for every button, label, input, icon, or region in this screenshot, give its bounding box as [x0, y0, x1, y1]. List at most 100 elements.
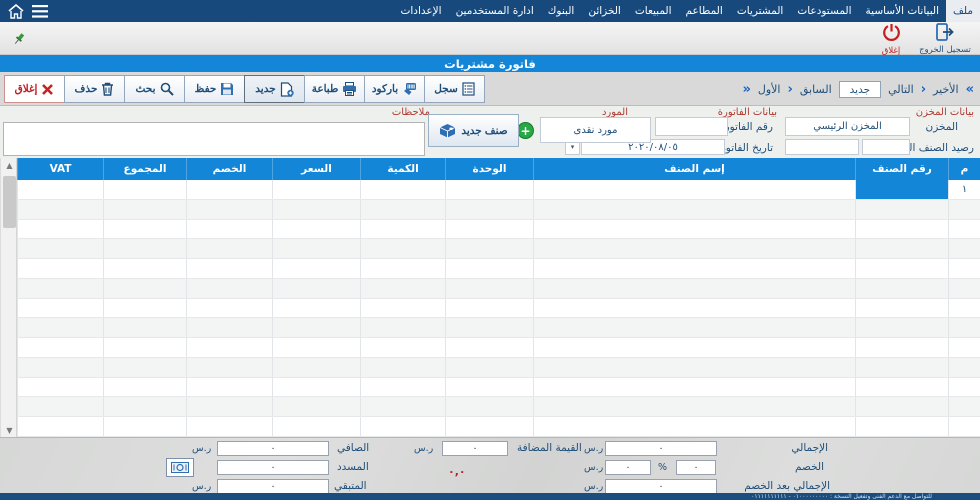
table-cell[interactable]: [103, 417, 186, 436]
logout-button[interactable]: تسجيل الخروج: [918, 23, 972, 55]
table-cell[interactable]: [272, 180, 360, 199]
hamburger-menu-icon[interactable]: [32, 4, 48, 18]
table-cell[interactable]: [445, 180, 533, 199]
table-cell[interactable]: [445, 219, 533, 239]
table-cell[interactable]: [360, 180, 445, 199]
table-cell[interactable]: [445, 298, 533, 318]
search-button[interactable]: بحث: [124, 75, 185, 103]
nav-last-chevron-icon[interactable]: «: [965, 82, 974, 97]
table-row[interactable]: [17, 417, 980, 437]
notes-textarea[interactable]: [3, 122, 425, 156]
vertical-scrollbar[interactable]: ▲ ▼: [0, 158, 17, 437]
home-icon[interactable]: [8, 3, 24, 19]
table-cell[interactable]: [855, 259, 948, 278]
total-field[interactable]: ٠: [605, 441, 717, 456]
table-cell[interactable]: [533, 278, 855, 298]
table-cell[interactable]: [17, 377, 103, 397]
table-cell[interactable]: [445, 338, 533, 357]
table-cell[interactable]: [186, 357, 272, 377]
table-cell[interactable]: [948, 298, 980, 318]
table-cell[interactable]: [103, 377, 186, 397]
table-cell[interactable]: [17, 298, 103, 318]
table-cell[interactable]: [186, 199, 272, 219]
menu-item-warehouses[interactable]: المستودعات: [797, 5, 852, 17]
nav-prev-chevron-icon[interactable]: ›: [787, 82, 793, 97]
table-cell[interactable]: [533, 298, 855, 318]
table-cell[interactable]: [360, 397, 445, 417]
table-cell[interactable]: [533, 417, 855, 436]
table-cell[interactable]: [186, 180, 272, 199]
table-cell[interactable]: [360, 357, 445, 377]
table-cell[interactable]: [855, 357, 948, 377]
table-cell[interactable]: [272, 357, 360, 377]
table-cell[interactable]: [272, 239, 360, 259]
table-cell[interactable]: [272, 298, 360, 318]
table-row[interactable]: [17, 278, 980, 299]
table-row[interactable]: [17, 239, 980, 260]
delete-button[interactable]: حذف: [64, 75, 125, 103]
table-cell[interactable]: [103, 318, 186, 338]
table-cell[interactable]: [17, 278, 103, 298]
table-cell[interactable]: [948, 259, 980, 278]
table-cell[interactable]: [272, 338, 360, 357]
add-supplier-button[interactable]: +: [517, 122, 534, 139]
menu-item-basic-data[interactable]: البيانات الأساسية: [865, 5, 940, 17]
invoice-date-field[interactable]: ٢٠٢٠/٠٨/٠٥: [581, 139, 725, 155]
menu-item-restaurants[interactable]: المطاعم: [685, 5, 723, 17]
new-button[interactable]: جديد: [244, 75, 305, 103]
close-button[interactable]: إغلاق: [4, 75, 65, 103]
register-button[interactable]: سجل: [424, 75, 485, 103]
table-row[interactable]: [17, 219, 980, 240]
table-cell[interactable]: [445, 397, 533, 417]
table-cell[interactable]: [186, 278, 272, 298]
pay-cash-button[interactable]: [166, 458, 194, 477]
table-cell[interactable]: [360, 338, 445, 357]
pin-icon[interactable]: [12, 32, 26, 46]
table-cell[interactable]: [855, 219, 948, 239]
table-cell[interactable]: [948, 338, 980, 357]
barcode-button[interactable]: باركود: [364, 75, 425, 103]
table-cell[interactable]: [360, 377, 445, 397]
discount-percent-field[interactable]: ٠: [676, 460, 716, 475]
table-cell[interactable]: [360, 318, 445, 338]
table-cell[interactable]: [103, 199, 186, 219]
table-cell[interactable]: [17, 199, 103, 219]
table-cell[interactable]: [272, 377, 360, 397]
table-cell[interactable]: [103, 219, 186, 239]
table-cell[interactable]: [17, 397, 103, 417]
table-cell[interactable]: [360, 219, 445, 239]
table-cell[interactable]: [855, 417, 948, 436]
table-cell[interactable]: [360, 278, 445, 298]
paid-field[interactable]: ٠: [217, 460, 329, 475]
table-cell[interactable]: [103, 298, 186, 318]
table-row[interactable]: [17, 357, 980, 378]
remaining-field[interactable]: ٠: [217, 479, 329, 494]
table-cell[interactable]: [17, 417, 103, 436]
table-cell[interactable]: [103, 338, 186, 357]
table-cell[interactable]: [855, 377, 948, 397]
total-after-discount-field[interactable]: ٠: [605, 479, 717, 494]
table-cell[interactable]: [103, 357, 186, 377]
table-row[interactable]: [17, 298, 980, 319]
table-cell[interactable]: [948, 239, 980, 259]
table-cell[interactable]: [17, 219, 103, 239]
table-cell[interactable]: [855, 298, 948, 318]
table-cell[interactable]: [533, 377, 855, 397]
table-cell[interactable]: [186, 377, 272, 397]
table-cell[interactable]: [186, 298, 272, 318]
table-cell[interactable]: [17, 357, 103, 377]
table-row[interactable]: [17, 377, 980, 398]
menu-item-settings[interactable]: الإعدادات: [400, 5, 442, 17]
table-cell[interactable]: [948, 397, 980, 417]
table-cell[interactable]: [103, 180, 186, 199]
table-cell[interactable]: [855, 278, 948, 298]
table-cell[interactable]: [855, 338, 948, 357]
new-item-button[interactable]: صنف جديد: [428, 114, 519, 147]
menu-item-sales[interactable]: المبيعات: [634, 5, 672, 17]
menu-item-purchases[interactable]: المشتريات: [736, 5, 784, 17]
table-cell[interactable]: [445, 377, 533, 397]
table-cell[interactable]: [533, 219, 855, 239]
table-cell[interactable]: [948, 377, 980, 397]
table-cell[interactable]: [360, 298, 445, 318]
table-cell[interactable]: [948, 199, 980, 219]
